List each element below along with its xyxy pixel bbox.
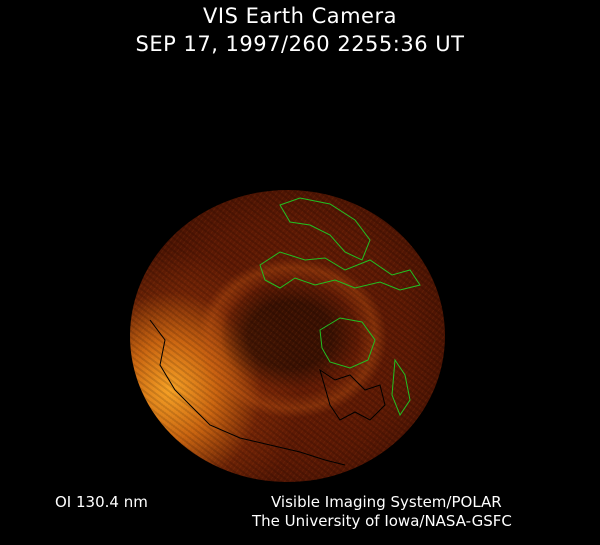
coastline-night-lakes	[319, 368, 386, 421]
wavelength-label: OI 130.4 nm	[55, 493, 148, 511]
coastline-arctic	[259, 251, 421, 291]
observation-timestamp: SEP 17, 1997/260 2255:36 UT	[135, 32, 465, 56]
coastline-hudson	[319, 317, 376, 369]
coastline-greenland	[279, 197, 371, 261]
camera-title: VIS Earth Camera	[203, 4, 397, 28]
coastline-east	[391, 358, 411, 417]
coastline-overlay	[149, 197, 421, 466]
image-noise-texture	[130, 190, 445, 482]
earth-disc-image	[130, 190, 445, 482]
institution-credit: The University of Iowa/NASA-GSFC	[252, 512, 512, 530]
coastline-night-west	[149, 319, 346, 466]
instrument-credit: Visible Imaging System/POLAR	[271, 493, 502, 511]
